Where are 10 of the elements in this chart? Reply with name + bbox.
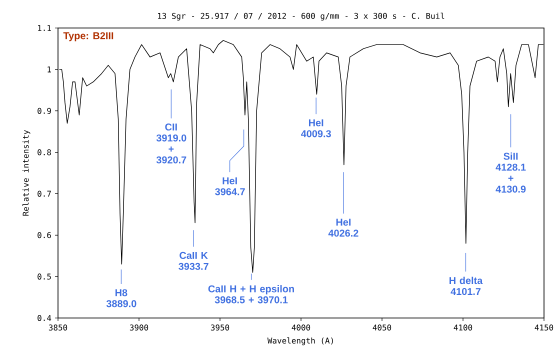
annotation: H8 3889.0: [106, 289, 136, 308]
annotation: Type: B2III: [63, 32, 114, 42]
annotation: HeI 4009.3: [300, 119, 331, 138]
annotation: SiII 4128.1 + 4130.9: [496, 152, 526, 193]
annotation: HeI 4026.2: [328, 218, 358, 237]
annotation: CaII H + H epsilon 3968.5 + 3970.1: [208, 285, 294, 304]
annotation: CaII K 3933.7: [178, 252, 208, 270]
annotation: CII 3919.0 + 3920.7: [156, 123, 186, 164]
annotation: H delta 4101.7: [450, 276, 483, 296]
annotation: HeI 3964.7: [215, 177, 245, 196]
